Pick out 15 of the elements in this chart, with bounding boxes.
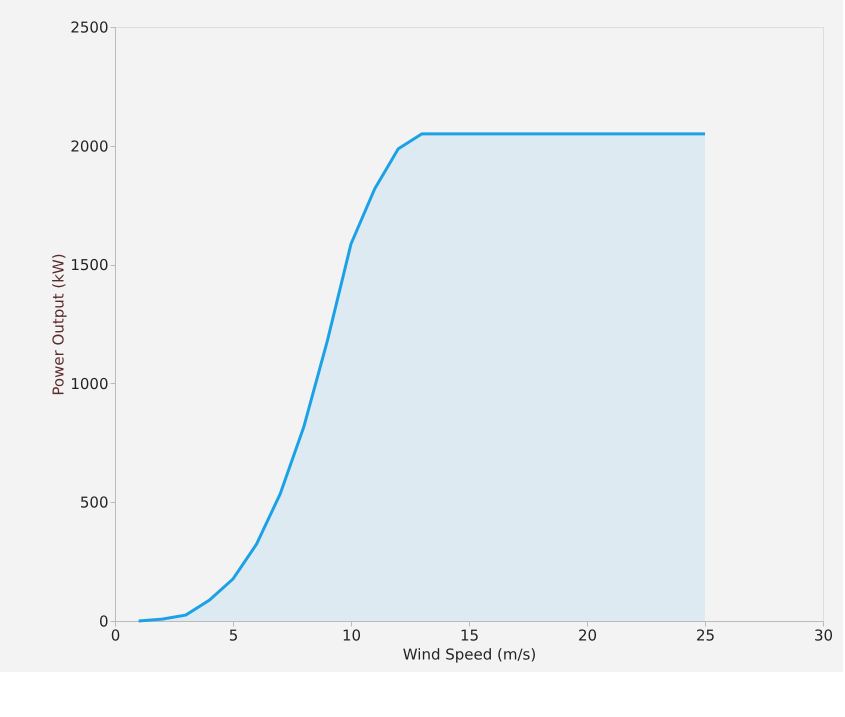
y-axis-title: Power Output (kW): [49, 253, 68, 396]
y-tick-label: 0: [98, 612, 108, 630]
x-tick-label: 20: [578, 626, 598, 644]
x-tick-label: 0: [110, 626, 120, 644]
y-tick-label: 500: [80, 494, 108, 512]
x-tick-label: 30: [814, 626, 834, 644]
y-tick-label: 2500: [70, 18, 108, 36]
x-tick-label: 5: [228, 626, 238, 644]
y-tick-label: 1500: [70, 256, 108, 274]
x-axis-title: Wind Speed (m/s): [402, 646, 536, 664]
x-tick-label: 25: [696, 626, 716, 644]
x-tick-label: 10: [342, 626, 362, 644]
x-tick-label: 15: [460, 626, 480, 644]
y-tick-label: 2000: [70, 137, 108, 156]
y-tick-label: 1000: [70, 374, 108, 393]
